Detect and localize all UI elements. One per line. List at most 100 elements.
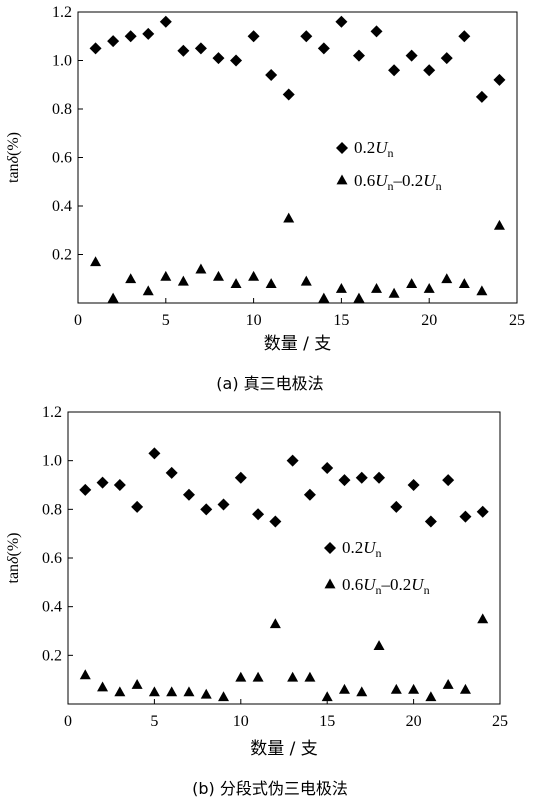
legend-triangle-marker <box>336 174 348 185</box>
data-point-triangle <box>493 219 505 230</box>
data-point-triangle <box>338 683 350 694</box>
x-tick-label: 15 <box>319 713 335 730</box>
data-point-triangle <box>442 679 454 689</box>
data-point-diamond <box>440 52 453 65</box>
data-point-triangle <box>477 613 489 624</box>
data-point-triangle <box>195 263 207 274</box>
data-point-diamond <box>352 49 365 62</box>
data-point-diamond <box>200 503 213 516</box>
data-point-diamond <box>300 30 313 43</box>
data-point-triangle <box>459 683 471 694</box>
data-point-triangle <box>373 640 385 650</box>
data-point-diamond <box>338 474 351 487</box>
y-tick-label: 0.4 <box>42 599 62 616</box>
data-point-triangle <box>212 270 224 281</box>
data-point-diamond <box>476 505 489 518</box>
data-point-triangle <box>441 273 453 284</box>
data-point-triangle <box>114 686 126 697</box>
legend-b: 0.2Un 0.6Un–0.2Un <box>324 538 430 597</box>
data-point-diamond <box>355 471 368 484</box>
data-point-triangle <box>97 681 109 692</box>
data-marks-a <box>89 15 506 303</box>
data-point-diamond <box>286 454 299 467</box>
data-point-diamond <box>442 474 455 487</box>
data-point-diamond <box>458 30 471 43</box>
legend-entry-0.2Un: 0.2Un <box>342 538 382 560</box>
x-axis-label-a: 数量 / 支 <box>264 334 332 354</box>
data-point-triangle <box>177 275 189 286</box>
data-point-triangle <box>390 683 402 694</box>
data-point-diamond <box>269 515 282 528</box>
x-axis-label-b: 数量 / 支 <box>250 739 318 759</box>
x-tick-label: 10 <box>246 312 262 329</box>
data-point-triangle <box>269 618 281 629</box>
y-tick-label: 0.2 <box>42 647 62 664</box>
data-point-triangle <box>476 285 488 296</box>
data-point-diamond <box>390 500 403 513</box>
data-point-triangle <box>183 686 195 697</box>
data-point-diamond <box>142 27 155 40</box>
x-tick-group-a: 0 5 10 15 20 25 <box>74 298 525 329</box>
data-point-diamond <box>96 476 109 489</box>
x-tick-label: 5 <box>162 312 170 329</box>
data-point-diamond <box>459 510 472 523</box>
data-point-diamond <box>230 54 243 67</box>
data-point-diamond <box>89 42 102 55</box>
data-point-diamond <box>303 488 316 501</box>
y-tick-label: 0.6 <box>52 150 72 167</box>
y-tick-group-a: 0.2 0.4 0.6 0.8 1.0 1.2 <box>52 4 83 264</box>
data-point-triangle <box>425 691 437 702</box>
data-point-triangle <box>265 278 277 288</box>
data-point-triangle <box>406 278 418 288</box>
y-tick-label: 1.2 <box>42 404 62 421</box>
y-tick-label: 1.2 <box>52 4 72 21</box>
x-tick-label: 20 <box>421 312 437 329</box>
data-point-diamond <box>212 52 225 65</box>
data-point-diamond <box>124 30 137 43</box>
data-point-diamond <box>335 15 348 28</box>
data-point-triangle <box>160 270 172 281</box>
data-point-diamond <box>373 471 386 484</box>
y-tick-label: 1.0 <box>42 453 62 470</box>
data-point-triangle <box>90 256 102 267</box>
data-marks-b <box>79 447 489 702</box>
data-point-diamond <box>405 49 418 62</box>
data-point-triangle <box>142 285 154 296</box>
y-tick-label: 0.2 <box>52 247 72 264</box>
x-tick-label: 25 <box>492 713 508 730</box>
legend-entry-0.6Un-0.2Un: 0.6Un–0.2Un <box>342 575 430 597</box>
y-tick-group-b: 0.2 0.4 0.6 0.8 1.0 1.2 <box>42 404 73 664</box>
y-tick-label: 0.8 <box>52 101 72 118</box>
data-point-diamond <box>247 30 260 43</box>
data-point-diamond <box>317 42 330 55</box>
legend-triangle-marker <box>324 578 336 589</box>
chart-a: 0 5 10 15 20 25 0.2 0.4 0.6 0.8 1.0 1.2 0.2Un 0.6U… <box>5 4 525 393</box>
legend-diamond-marker <box>324 542 336 554</box>
data-point-triangle <box>304 671 316 682</box>
data-point-diamond <box>321 461 334 474</box>
data-point-diamond <box>217 498 230 511</box>
data-point-triangle <box>107 292 119 303</box>
data-point-diamond <box>370 25 383 38</box>
chart-b: 0 5 10 15 20 25 0.2 0.4 0.6 0.8 1.0 1.2 0.2Un 0.6U… <box>5 404 508 798</box>
data-point-triangle <box>335 282 347 293</box>
x-tick-label: 10 <box>233 713 249 730</box>
data-point-triangle <box>200 688 212 699</box>
data-point-triangle <box>166 686 178 697</box>
x-tick-label: 25 <box>509 312 525 329</box>
data-point-diamond <box>234 471 247 484</box>
data-point-triangle <box>252 671 264 682</box>
plot-frame-b <box>67 411 501 705</box>
y-tick-label: 1.0 <box>52 53 72 70</box>
data-point-diamond <box>194 42 207 55</box>
data-point-triangle <box>318 292 330 303</box>
data-point-diamond <box>407 479 420 491</box>
legend-entry-0.6Un-0.2Un: 0.6Un–0.2Un <box>354 171 442 193</box>
data-point-triangle <box>131 679 143 689</box>
data-point-diamond <box>252 508 265 521</box>
data-point-triangle <box>287 671 299 682</box>
data-point-diamond <box>165 466 178 479</box>
data-point-triangle <box>218 691 230 702</box>
legend-diamond-marker <box>336 142 348 154</box>
